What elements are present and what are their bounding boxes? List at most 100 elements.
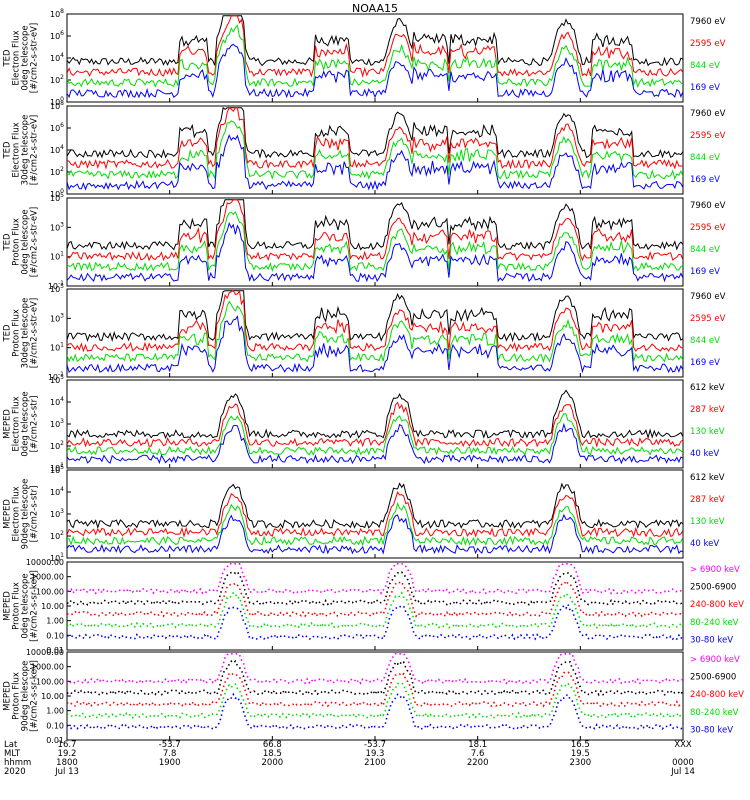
y-axis-label: TEDProton Flux30deg telescope[#/cm2-s-st… (3, 298, 40, 369)
plot-title: NOAA15 (352, 2, 398, 15)
y-tick-label: 103 (50, 221, 64, 232)
panel-2: 100 102 104 106 108 TEDElectron Flux30deg tel… (3, 100, 726, 199)
legend-entry: 287 keV (690, 495, 725, 505)
y-tick-label: 101 (50, 552, 64, 563)
x-axis-row-label: Lat (4, 740, 18, 750)
y-tick-label: 100 (50, 188, 64, 199)
y-tick-label: 104 (50, 486, 64, 497)
y-tick-label: 105 (50, 464, 64, 475)
legend-entry: 7960 eV (690, 109, 726, 119)
x-tick-label: 18.5 (263, 749, 282, 759)
x-tick-label: 0000 (672, 758, 694, 768)
series-4 (67, 513, 683, 555)
x-tick-label: 2200 (467, 758, 489, 768)
y-tick-label: 10.00 (41, 692, 64, 701)
x-tick-label: Jul 13 (54, 767, 79, 777)
panel-3: 10-1 101 103 105 TEDProton Flux0deg telescop… (3, 192, 726, 291)
y-tick-label: 106 (50, 30, 64, 41)
x-tick-label: 2000 (262, 758, 284, 768)
series-4 (67, 315, 683, 374)
series-1 (67, 199, 683, 251)
series-2 (67, 401, 683, 448)
y-tick-label: 102 (50, 74, 64, 85)
y-tick-label: 1.00 (46, 617, 64, 626)
series-1 (67, 290, 683, 343)
y-tick-label: 102 (50, 166, 64, 177)
y-tick-label: 102 (50, 530, 64, 541)
y-tick-label: 104 (50, 396, 64, 407)
panel-7-traces (67, 563, 683, 641)
series-2 (67, 15, 683, 78)
y-tick-label: 0.10 (46, 721, 64, 730)
legend-entry: 612 keV (690, 473, 725, 483)
series-1 (67, 15, 683, 67)
series-3 (67, 413, 683, 456)
legend-entry: 80-240 keV (690, 708, 739, 718)
legend-entry: > 6900 keV (690, 565, 740, 575)
panel-2-traces (67, 106, 683, 191)
y-axis-label: TEDElectron Flux0deg telescope[#/cm2-s-s… (3, 23, 40, 93)
panel-1: 100 102 104 106 108 TEDElectron Flux0deg tele… (3, 8, 726, 107)
x-tick-label: -53.7 (159, 740, 181, 750)
x-tick-label: 19.5 (571, 749, 590, 759)
series-2 (67, 659, 683, 697)
legend-entry: 80-240 keV (690, 618, 739, 628)
x-tick-label: 1800 (56, 758, 78, 768)
x-tick-label: -53.7 (364, 740, 386, 750)
panel-8-traces (67, 653, 683, 731)
series-1 (67, 106, 683, 159)
legend-entry: 844 eV (690, 245, 720, 255)
series-1 (67, 389, 683, 440)
y-tick-label: 104 (50, 52, 64, 63)
y-tick-label: 101 (50, 342, 64, 353)
y-tick-label: 102 (50, 440, 64, 451)
y-tick-label: 0.10 (46, 631, 64, 640)
panel-1-traces (67, 15, 683, 99)
legend-entry: 40 keV (690, 539, 719, 549)
series-1 (67, 653, 683, 685)
y-tick-label: 103 (50, 312, 64, 323)
x-tick-label: 2100 (364, 758, 386, 768)
y-tick-label: 10000.00 (26, 648, 64, 657)
legend-entry: 169 eV (690, 175, 720, 185)
y-tick-label: 1.00 (46, 707, 64, 716)
y-tick-label: 10-1 (48, 371, 64, 382)
y-tick-label: 108 (50, 8, 64, 19)
y-tick-label: 108 (50, 100, 64, 111)
series-3 (67, 300, 683, 364)
y-tick-label: 10.00 (41, 602, 64, 611)
y-tick-label: 105 (50, 283, 64, 294)
y-tick-label: 100.00 (36, 677, 64, 686)
series-5 (67, 692, 683, 731)
legend-entry: 844 eV (690, 153, 720, 163)
series-4 (67, 591, 683, 630)
legend-entry: 2595 eV (690, 314, 726, 324)
series-5 (67, 602, 683, 641)
series-3 (67, 502, 683, 547)
y-tick-label: 103 (50, 418, 64, 429)
y-tick-label: 10000.00 (26, 558, 64, 567)
y-tick-label: 1000.00 (31, 663, 64, 672)
legend-entry: 169 eV (690, 83, 720, 93)
series-2 (67, 199, 683, 262)
panels-group: 100 102 104 106 108 TEDElectron Flux0deg tele… (3, 8, 745, 745)
legend-entry: 2595 eV (690, 39, 726, 49)
y-tick-label: 105 (50, 374, 64, 385)
series-2 (67, 570, 683, 607)
y-axis-label: MEPEDProton Flux0deg telescope[#/cm2-s-s… (3, 570, 40, 642)
y-tick-label: 0.01 (46, 736, 64, 745)
series-4 (67, 133, 683, 191)
y-tick-label: 101 (50, 251, 64, 262)
series-4 (67, 422, 683, 465)
series-2 (67, 289, 683, 353)
panel-5: 101 102 103 104 105 MEPEDElectron Flux0deg te… (3, 374, 725, 473)
y-tick-label: 100 (50, 96, 64, 107)
legend-entry: 7960 eV (690, 292, 726, 302)
panel-6: 101 102 103 104 105 MEPEDElectron Flux90deg t… (3, 464, 725, 563)
legend-entry: 240-800 keV (690, 600, 744, 610)
x-axis-row-label: hhmm (4, 758, 31, 768)
series-1 (67, 563, 683, 595)
y-tick-label: 0.01 (46, 646, 64, 655)
legend-entry: 40 keV (690, 449, 719, 459)
